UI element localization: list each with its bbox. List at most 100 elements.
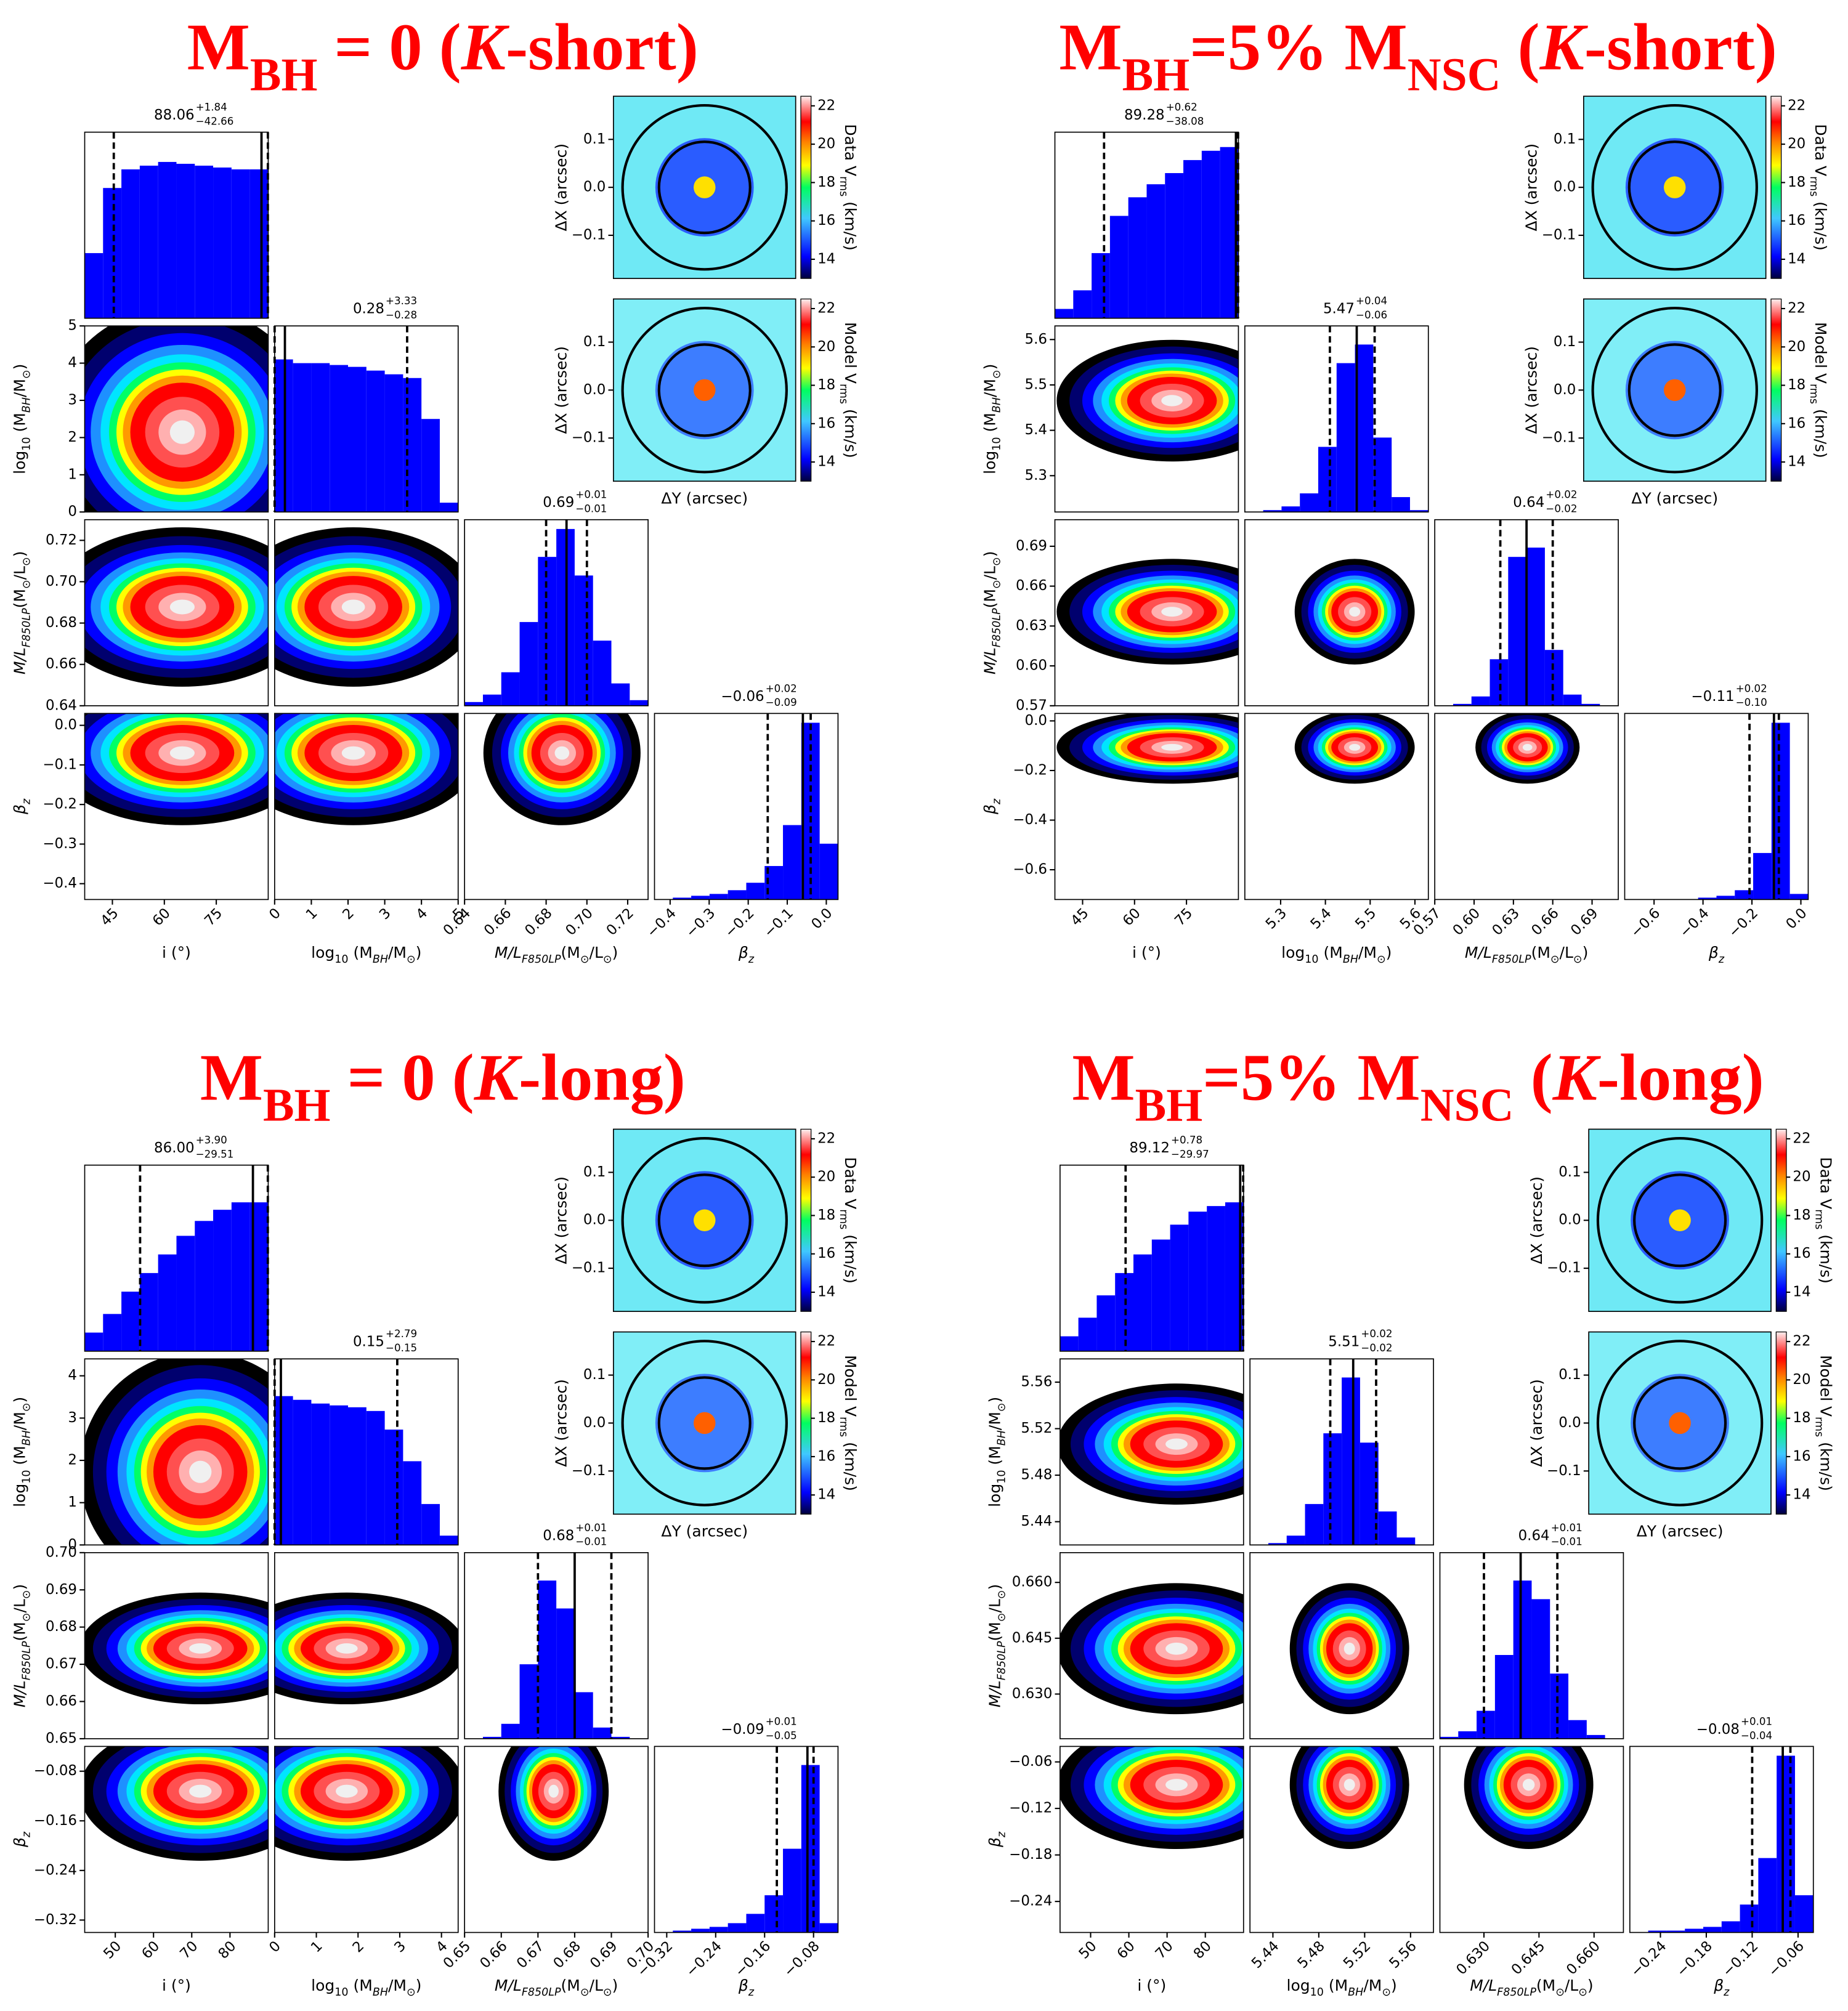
text-run: ) bbox=[416, 944, 422, 961]
histogram-bar bbox=[574, 1692, 593, 1739]
histogram-bar bbox=[673, 897, 692, 900]
x-axis-label: M/LF850LP(M⊙/L⊙) bbox=[1470, 1977, 1593, 1999]
text-run: ( bbox=[1514, 1040, 1552, 1114]
axes-frame bbox=[654, 1746, 839, 1933]
map-tick-label: 0.1 bbox=[1558, 1164, 1581, 1180]
histogram-bar bbox=[1471, 696, 1490, 706]
text-run: 10 bbox=[1310, 1986, 1324, 1999]
isophote bbox=[1633, 1376, 1727, 1470]
density-panel bbox=[1294, 713, 1415, 784]
histogram-bar bbox=[231, 1202, 250, 1351]
y-tick-label: 5.52 bbox=[1021, 1420, 1052, 1436]
axes-frame bbox=[1060, 1164, 1244, 1352]
text-run: ⊙ bbox=[996, 1402, 1008, 1412]
kinematic-map bbox=[1589, 1129, 1771, 1312]
text-run: Data V bbox=[841, 124, 859, 176]
y-tick-label: −0.32 bbox=[34, 1912, 77, 1928]
histogram-bar bbox=[1685, 1928, 1704, 1933]
map-y-label: ΔX (arcsec) bbox=[1523, 144, 1541, 232]
histogram-bar bbox=[403, 1461, 422, 1545]
y-tick-label: 0.66 bbox=[46, 656, 77, 672]
text-run: /L bbox=[981, 566, 999, 580]
axes-frame bbox=[84, 131, 269, 319]
stat-minus: −0.02 bbox=[1546, 503, 1577, 515]
histogram-bar bbox=[231, 169, 250, 318]
y-tick-label: −0.2 bbox=[1013, 762, 1047, 778]
y-tick-label: 5.56 bbox=[1021, 1374, 1052, 1390]
stat-plus: +0.78 bbox=[1171, 1135, 1202, 1146]
text-run: /L bbox=[1565, 1977, 1578, 1994]
text-run: M/L bbox=[1465, 944, 1492, 961]
histogram-bar bbox=[1378, 1511, 1397, 1545]
text-run: ⊙ bbox=[20, 1590, 33, 1599]
histogram-bar bbox=[1392, 497, 1410, 512]
map-center bbox=[694, 379, 716, 402]
histogram-bar bbox=[709, 894, 728, 900]
text-run: ) bbox=[1583, 944, 1589, 961]
colorbar-tick-label: 16 bbox=[817, 1448, 835, 1464]
isophote bbox=[1596, 1340, 1764, 1507]
y-tick-label: 5.4 bbox=[1025, 422, 1047, 438]
text-run: (M bbox=[981, 589, 999, 608]
colorbar-label: Model Vrms (km/s) bbox=[837, 322, 859, 458]
text-run: log bbox=[10, 451, 28, 474]
histogram-bar bbox=[121, 1292, 140, 1351]
text-run: β bbox=[986, 1837, 1004, 1848]
density-panel bbox=[274, 713, 458, 825]
colorbar-tick-label: 22 bbox=[817, 1333, 835, 1349]
text-run: ⊙ bbox=[20, 580, 33, 589]
histogram-bar bbox=[691, 1928, 710, 1933]
histogram-bar bbox=[1201, 150, 1220, 318]
histogram-bar bbox=[1440, 1736, 1459, 1739]
kinematic-map bbox=[613, 299, 796, 482]
y-tick-label: 0.70 bbox=[46, 573, 77, 589]
histogram-bar bbox=[593, 641, 612, 706]
stat-plus: +0.02 bbox=[1361, 1328, 1392, 1340]
text-run: β bbox=[10, 804, 28, 815]
corner-plot: MBH=5% MNSC (K-short)89.28 +0.62−38.085.3… bbox=[981, 10, 1830, 966]
histogram-bar bbox=[819, 1923, 838, 1933]
text-run: z bbox=[748, 1986, 755, 1999]
histogram-bar bbox=[1115, 1273, 1133, 1351]
map-tick-label: 0.0 bbox=[1554, 382, 1576, 398]
stat-minus: −0.28 bbox=[386, 309, 417, 321]
density-contour bbox=[1161, 395, 1183, 407]
text-run: 10 bbox=[996, 1470, 1008, 1484]
text-run: 10 bbox=[1305, 953, 1318, 966]
x-axis-label: βz bbox=[738, 944, 755, 966]
text-run: (M bbox=[981, 413, 999, 437]
density-contour bbox=[1161, 743, 1183, 751]
text-run: M/L bbox=[981, 647, 999, 674]
x-axis-label: log10 (MBH/M⊙) bbox=[1287, 1977, 1397, 1999]
axes-frame bbox=[1439, 1552, 1624, 1739]
axes-frame bbox=[1060, 1552, 1244, 1739]
text-run: (km/s) bbox=[1812, 196, 1830, 251]
histogram-bar bbox=[330, 1405, 348, 1545]
y-tick-label: 0.66 bbox=[1016, 578, 1047, 594]
axes-frame bbox=[274, 1358, 459, 1546]
y-tick-label: 5.48 bbox=[1021, 1467, 1052, 1483]
colorbar-tick-label: 22 bbox=[817, 97, 835, 113]
stat-minus: −0.04 bbox=[1741, 1730, 1772, 1741]
text-run: log bbox=[311, 944, 334, 961]
text-run: BH bbox=[20, 397, 33, 413]
text-run: /M bbox=[10, 379, 28, 397]
histogram-bar bbox=[121, 169, 140, 318]
isophote bbox=[657, 140, 752, 235]
text-run: BH bbox=[996, 1430, 1008, 1446]
stat-minus: −29.51 bbox=[196, 1149, 234, 1160]
stat-plus: +0.02 bbox=[1546, 489, 1577, 501]
density-contour bbox=[1165, 1438, 1188, 1450]
axes-frame bbox=[464, 1552, 649, 1739]
text-run: (km/s) bbox=[1817, 1437, 1835, 1491]
axes-frame bbox=[464, 519, 649, 706]
histogram-bar bbox=[330, 365, 348, 512]
stat-median: 86.00 bbox=[154, 1140, 195, 1156]
x-axis-label: M/LF850LP(M⊙/L⊙) bbox=[495, 944, 618, 966]
map-tick-label: −0.1 bbox=[572, 1463, 606, 1479]
y-tick-label: −0.16 bbox=[34, 1813, 77, 1829]
density-panel bbox=[1289, 1583, 1409, 1715]
y-tick-label: −0.4 bbox=[1013, 812, 1047, 828]
density-panel bbox=[498, 1746, 609, 1861]
stat-minus: −0.15 bbox=[386, 1342, 417, 1354]
